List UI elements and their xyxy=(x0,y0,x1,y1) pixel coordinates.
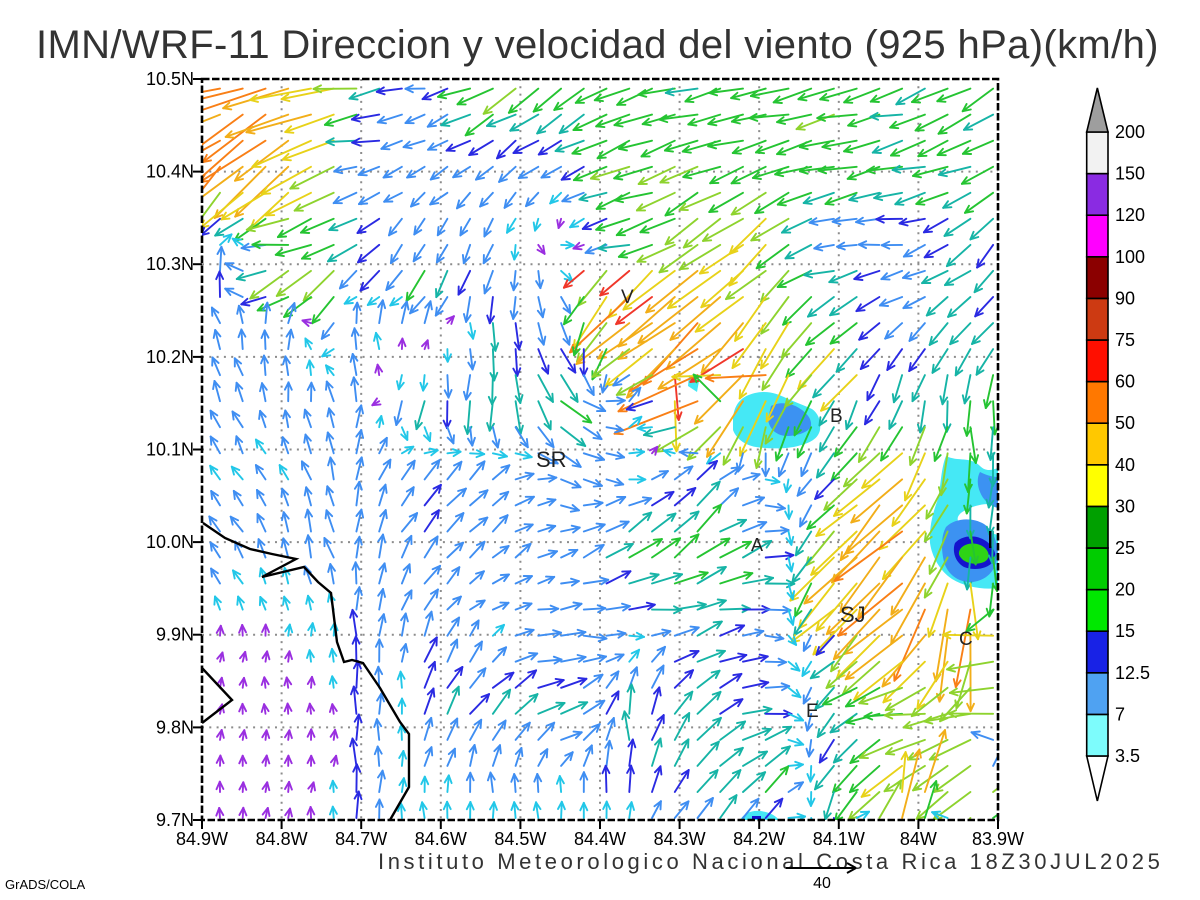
svg-text:20: 20 xyxy=(1115,580,1135,600)
svg-text:25: 25 xyxy=(1115,538,1135,558)
svg-text:84.3W: 84.3W xyxy=(654,829,706,849)
svg-text:3.5: 3.5 xyxy=(1115,746,1140,766)
svg-text:9.7N: 9.7N xyxy=(156,810,194,830)
svg-text:150: 150 xyxy=(1115,164,1145,184)
svg-text:SJ: SJ xyxy=(840,602,866,627)
svg-text:84.4W: 84.4W xyxy=(574,829,626,849)
svg-text:IMN/WRF-11 Direccion y velocid: IMN/WRF-11 Direccion y velocidad del vie… xyxy=(36,23,1160,67)
svg-text:15: 15 xyxy=(1115,621,1135,641)
svg-text:Instituto Meteorologico Nacion: Instituto Meteorologico Nacional Costa R… xyxy=(378,849,1163,874)
svg-text:7: 7 xyxy=(1115,704,1125,724)
svg-text:84.8W: 84.8W xyxy=(256,829,308,849)
svg-text:84.9W: 84.9W xyxy=(176,829,228,849)
svg-text:10.1N: 10.1N xyxy=(146,440,194,460)
svg-text:C: C xyxy=(959,629,973,650)
svg-text:B: B xyxy=(830,406,843,427)
svg-text:10.5N: 10.5N xyxy=(146,69,194,89)
svg-text:84.5W: 84.5W xyxy=(494,829,546,849)
svg-text:40: 40 xyxy=(813,875,831,892)
svg-text:SR: SR xyxy=(536,447,567,472)
svg-text:100: 100 xyxy=(1115,247,1145,267)
svg-text:84.2W: 84.2W xyxy=(733,829,785,849)
svg-text:30: 30 xyxy=(1115,496,1135,516)
svg-text:90: 90 xyxy=(1115,288,1135,308)
svg-text:84.6W: 84.6W xyxy=(415,829,467,849)
svg-text:10.3N: 10.3N xyxy=(146,254,194,274)
svg-text:60: 60 xyxy=(1115,372,1135,392)
svg-text:50: 50 xyxy=(1115,413,1135,433)
svg-text:40: 40 xyxy=(1115,455,1135,475)
svg-text:200: 200 xyxy=(1115,122,1145,142)
svg-text:V: V xyxy=(621,287,634,308)
svg-text:84.7W: 84.7W xyxy=(335,829,387,849)
svg-text:12.5: 12.5 xyxy=(1115,663,1150,683)
svg-text:84W: 84W xyxy=(900,829,937,849)
svg-text:9.8N: 9.8N xyxy=(156,717,194,737)
svg-text:A: A xyxy=(751,535,763,555)
svg-text:10.4N: 10.4N xyxy=(146,162,194,182)
svg-text:10.2N: 10.2N xyxy=(146,347,194,367)
svg-text:75: 75 xyxy=(1115,330,1135,350)
svg-text:E: E xyxy=(806,701,819,722)
svg-text:GrADS/COLA: GrADS/COLA xyxy=(5,877,86,892)
svg-text:84.1W: 84.1W xyxy=(813,829,865,849)
svg-text:10.0N: 10.0N xyxy=(146,532,194,552)
svg-text:120: 120 xyxy=(1115,205,1145,225)
svg-text:9.9N: 9.9N xyxy=(156,625,194,645)
svg-text:83.9W: 83.9W xyxy=(972,829,1024,849)
